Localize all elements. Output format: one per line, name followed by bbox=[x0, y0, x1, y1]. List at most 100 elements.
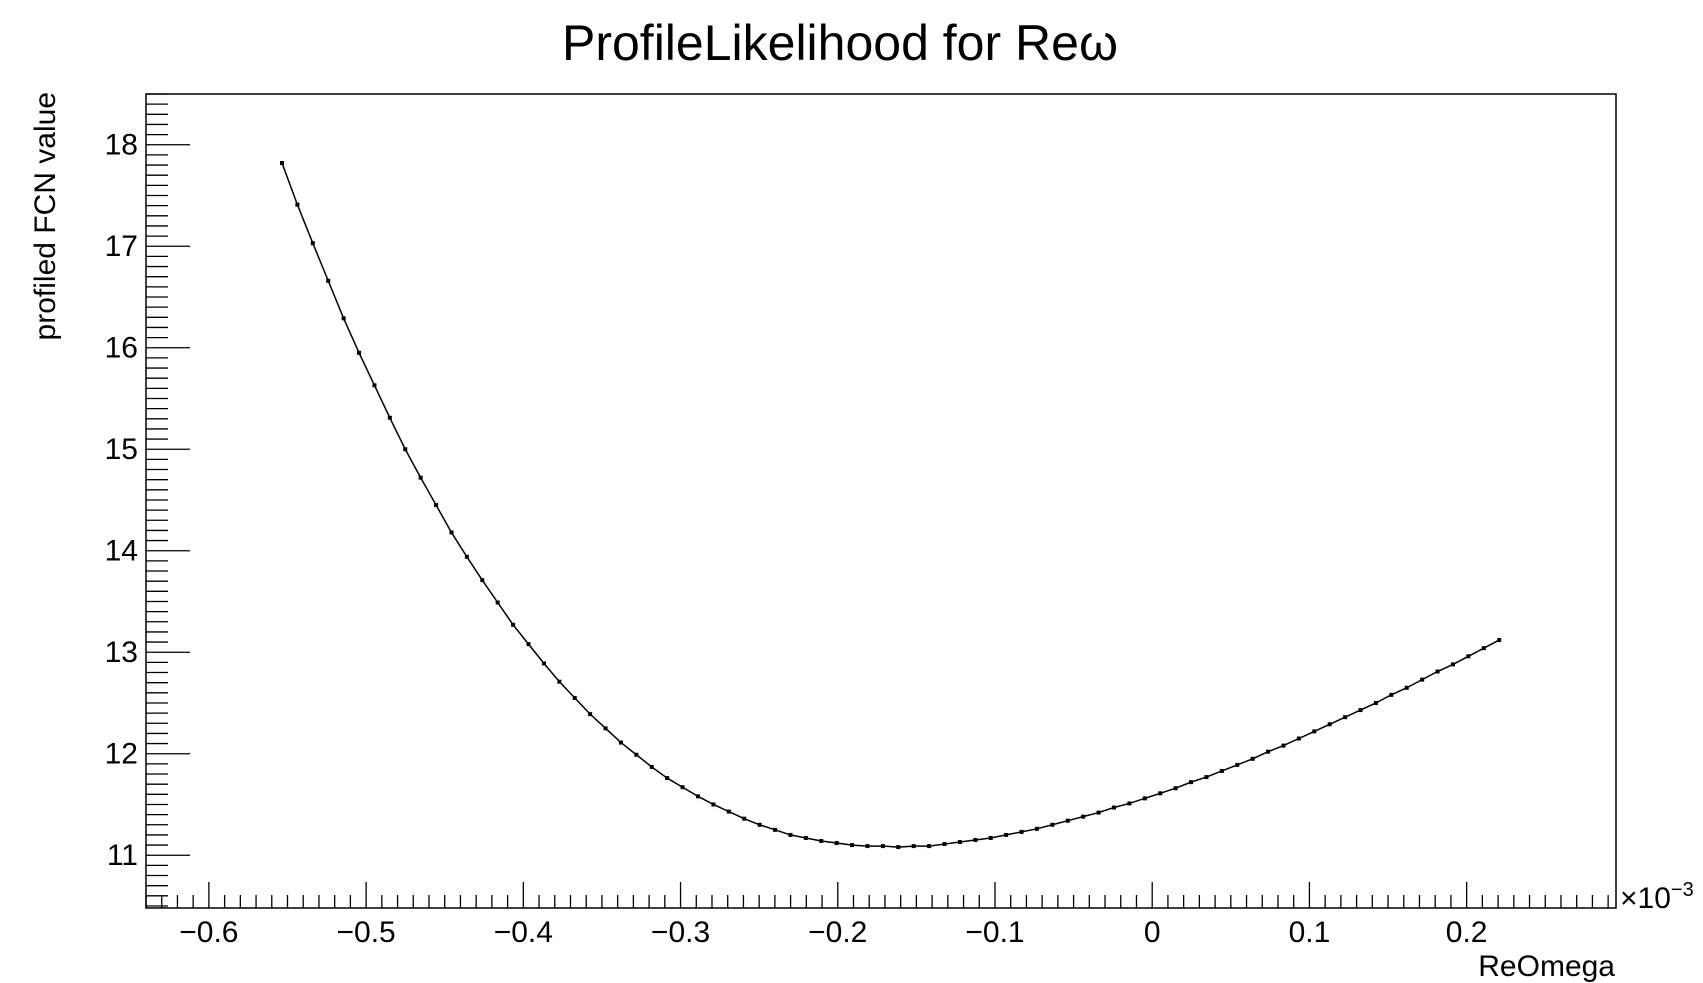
x-axis-exponent: ×10−3 bbox=[1620, 879, 1694, 915]
data-point bbox=[1019, 829, 1024, 834]
data-point bbox=[1189, 780, 1194, 785]
data-point bbox=[511, 622, 516, 627]
y-tick-label: 13 bbox=[105, 636, 138, 669]
data-point bbox=[1481, 646, 1486, 651]
data-point bbox=[572, 695, 577, 700]
data-point bbox=[480, 578, 485, 583]
data-point bbox=[1004, 832, 1009, 837]
data-point bbox=[557, 679, 562, 684]
data-point bbox=[711, 802, 716, 807]
data-point bbox=[1343, 715, 1348, 720]
data-point bbox=[1050, 822, 1055, 827]
data-point bbox=[1127, 801, 1132, 806]
data-point bbox=[634, 752, 639, 757]
data-point bbox=[1034, 826, 1039, 831]
data-point bbox=[988, 835, 993, 840]
data-point bbox=[403, 447, 408, 452]
data-point bbox=[541, 661, 546, 666]
data-point bbox=[1435, 669, 1440, 674]
data-point bbox=[1420, 677, 1425, 682]
data-point bbox=[1065, 818, 1070, 823]
data-point bbox=[819, 839, 824, 844]
y-tick-label: 12 bbox=[105, 738, 138, 771]
data-point bbox=[1266, 749, 1271, 754]
data-point bbox=[865, 844, 870, 849]
data-point bbox=[803, 835, 808, 840]
x-tick-label: 0.1 bbox=[1289, 916, 1331, 949]
x-tick-label: 0.2 bbox=[1446, 916, 1488, 949]
data-point bbox=[618, 740, 623, 745]
data-point bbox=[1389, 692, 1394, 697]
data-point bbox=[850, 843, 855, 848]
data-point bbox=[927, 844, 932, 849]
x-axis-label: ReOmega bbox=[1478, 950, 1615, 983]
data-point bbox=[1312, 729, 1317, 734]
likelihood-points bbox=[279, 161, 1502, 850]
data-point bbox=[880, 844, 885, 849]
data-point bbox=[1250, 756, 1255, 761]
x-axis-ticks: −0.6 −0.5 −0.4 −0.3 −0.2 −0.1 0 0.1 0.2 bbox=[145, 882, 1609, 949]
data-point bbox=[495, 600, 500, 605]
data-point bbox=[1111, 805, 1116, 810]
data-point bbox=[973, 837, 978, 842]
data-point bbox=[526, 642, 531, 647]
data-point bbox=[649, 764, 654, 769]
data-point bbox=[773, 827, 778, 832]
x-tick-label: −0.2 bbox=[808, 916, 867, 949]
data-point bbox=[295, 202, 300, 207]
data-point bbox=[1158, 791, 1163, 796]
y-tick-label: 15 bbox=[105, 433, 138, 466]
data-point bbox=[279, 161, 284, 166]
x-tick-label: −0.3 bbox=[651, 916, 710, 949]
data-point bbox=[1219, 768, 1224, 773]
data-point bbox=[326, 278, 331, 283]
data-point bbox=[1404, 685, 1409, 690]
x-tick-label: 0 bbox=[1144, 916, 1161, 949]
data-point bbox=[695, 794, 700, 799]
data-point bbox=[310, 241, 315, 246]
data-point bbox=[464, 554, 469, 559]
data-point bbox=[957, 840, 962, 845]
plot-frame bbox=[145, 93, 1617, 909]
x-tick-label: −0.5 bbox=[336, 916, 395, 949]
data-point bbox=[418, 475, 423, 480]
data-point bbox=[434, 503, 439, 508]
y-tick-label: 11 bbox=[107, 839, 138, 872]
data-point bbox=[1450, 662, 1455, 667]
data-point bbox=[341, 316, 346, 321]
y-tick-label: 14 bbox=[105, 535, 138, 568]
chart-title: ProfileLikelihood for Reω bbox=[562, 15, 1118, 71]
y-axis-ticks: 11 12 13 14 15 16 17 18 bbox=[105, 93, 190, 907]
data-point bbox=[942, 842, 947, 847]
data-point bbox=[1173, 786, 1178, 791]
data-point bbox=[665, 776, 670, 781]
data-point bbox=[387, 415, 392, 420]
x-tick-label: −0.4 bbox=[494, 916, 553, 949]
data-point bbox=[1235, 762, 1240, 767]
data-point bbox=[1466, 654, 1471, 659]
y-tick-label: 16 bbox=[105, 332, 138, 365]
likelihood-curve bbox=[281, 162, 1500, 848]
data-point bbox=[1204, 775, 1209, 780]
data-point bbox=[372, 383, 377, 388]
data-point bbox=[1096, 810, 1101, 815]
data-point bbox=[1373, 700, 1378, 705]
data-point bbox=[742, 816, 747, 821]
data-point bbox=[680, 785, 685, 790]
data-point bbox=[788, 832, 793, 837]
data-point bbox=[449, 530, 454, 535]
data-point bbox=[896, 845, 901, 850]
data-point bbox=[1296, 736, 1301, 741]
data-point bbox=[1497, 638, 1502, 643]
data-point bbox=[1358, 708, 1363, 713]
data-point bbox=[603, 726, 608, 731]
data-point bbox=[588, 712, 593, 717]
data-point bbox=[1281, 743, 1286, 748]
data-point bbox=[911, 844, 916, 849]
data-point bbox=[1081, 814, 1086, 819]
y-axis-label: profiled FCN value bbox=[29, 92, 62, 340]
data-point bbox=[1142, 796, 1147, 801]
y-tick-label: 18 bbox=[105, 129, 138, 162]
